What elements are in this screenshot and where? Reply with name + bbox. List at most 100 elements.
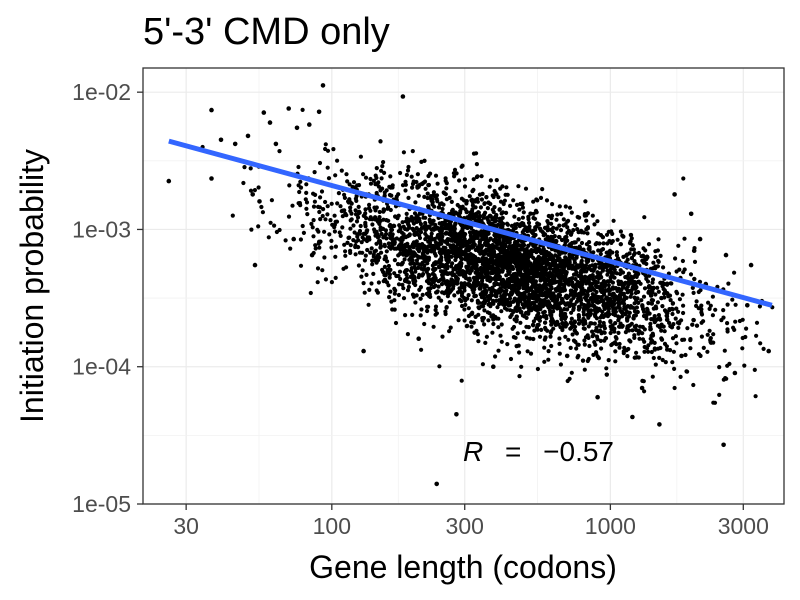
data-point [691,317,696,323]
data-point [584,294,590,299]
data-point [596,248,601,253]
data-point [533,208,539,213]
data-point [508,246,513,251]
data-point [429,234,434,239]
data-point [569,316,574,321]
data-point [636,331,641,336]
data-point [432,248,437,253]
data-point [348,248,353,253]
data-point [484,195,489,200]
data-point [256,185,261,190]
data-point [632,295,637,300]
data-point [357,231,362,236]
data-point [659,337,665,342]
data-point [655,248,661,253]
data-point [578,264,583,269]
data-point [540,187,545,192]
data-point [490,330,495,335]
data-point [567,304,572,309]
data-point [600,247,606,252]
data-point [573,264,578,269]
data-point [576,230,581,235]
data-point [435,181,440,186]
data-point [387,295,392,300]
data-point [575,355,580,360]
data-point [630,414,635,420]
data-point [609,342,614,348]
data-point [486,252,491,257]
data-point [459,252,464,257]
data-point [404,172,409,177]
data-point [628,339,633,344]
data-point [483,340,488,345]
data-point [323,199,328,205]
data-point [594,289,599,295]
data-point [558,228,564,233]
data-point [288,246,293,251]
data-point [598,338,603,343]
data-point [537,283,542,288]
data-point [650,374,655,379]
data-point [730,297,735,302]
data-point [547,308,553,313]
data-point [485,231,490,237]
data-point [542,345,547,350]
data-point [508,253,513,258]
data-point [410,149,415,154]
data-point [466,293,471,298]
data-point [257,199,262,204]
data-point [399,245,405,250]
data-point [604,250,609,255]
data-point [574,346,579,351]
data-point [569,298,574,303]
data-point [590,285,595,291]
data-point [368,208,373,213]
data-point [534,224,539,229]
data-point [438,235,443,240]
data-point [384,249,389,254]
data-point [698,288,703,293]
data-point [413,300,418,305]
data-point [694,303,699,308]
data-point [629,291,634,296]
data-point [433,173,439,178]
data-point [377,215,382,220]
data-point [554,297,560,302]
data-point [684,369,689,374]
data-point [389,299,394,304]
data-point [482,235,488,240]
data-point [557,351,562,356]
data-point [290,203,295,208]
data-point [390,240,395,245]
data-point [496,348,501,353]
data-point [543,320,548,325]
data-point [726,281,731,286]
data-point [582,303,587,308]
data-point [561,266,566,272]
data-point [513,225,518,230]
data-point [382,170,387,175]
data-point [554,226,559,231]
data-point [410,312,415,317]
data-point [527,295,532,301]
data-point [467,213,472,218]
data-point [437,364,442,369]
data-point [601,265,606,270]
data-point [386,241,391,246]
data-point [358,223,363,229]
data-point [586,324,591,329]
data-point [656,258,661,263]
data-point [581,312,587,317]
data-point [429,231,434,236]
data-point [484,334,489,339]
data-point [353,185,358,190]
data-point [604,366,609,371]
data-point [528,351,534,356]
data-point [453,210,458,215]
data-point [557,341,562,346]
data-point [645,306,650,311]
data-point [515,331,520,336]
data-point [311,218,316,223]
data-point [359,240,364,245]
data-point [486,200,491,205]
